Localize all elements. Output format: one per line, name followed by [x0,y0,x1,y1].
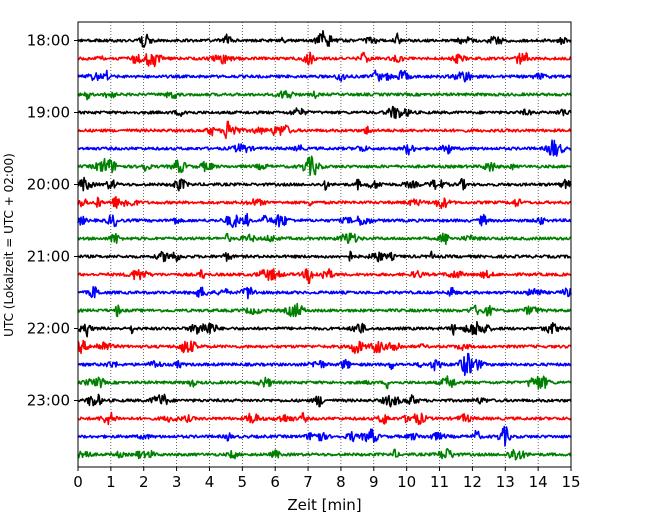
x-tick-label: 13 [496,473,515,491]
x-axis-ticks: 0 1 2 3 4 5 6 7 8 9 10 11 12 13 14 15 [73,467,581,491]
y-tick-label: 20:00 [27,176,70,194]
trace-line [77,232,572,246]
trace-line [77,411,572,426]
x-tick-label: 0 [73,473,83,491]
trace-line [77,339,572,355]
x-tick-label: 5 [238,473,248,491]
trace-line [77,352,572,377]
y-tick-label: 19:00 [27,104,70,122]
x-tick-label: 6 [270,473,280,491]
x-tick-label: 2 [139,473,149,491]
trace-line [77,393,572,408]
trace-line [77,69,572,83]
trace-line [77,268,572,285]
trace-line [77,447,572,461]
x-axis-label: Zeit [min] [287,496,361,514]
trace-line [77,250,572,263]
trace-line [77,90,572,101]
x-tick-label: 8 [336,473,346,491]
x-tick-label: 14 [529,473,548,491]
y-tick-label: 23:00 [27,392,70,410]
x-tick-label: 11 [430,473,449,491]
x-tick-label: 3 [172,473,182,491]
x-tick-label: 7 [303,473,313,491]
trace-line [77,285,572,300]
trace-line [77,375,572,390]
x-tick-label: 9 [369,473,379,491]
trace-line [77,176,572,192]
trace-line [77,321,572,338]
trace-line [77,120,572,140]
y-axis-ticks: 18:00 19:00 20:00 21:00 22:00 23:00 [27,32,78,410]
x-tick-label: 12 [463,473,482,491]
x-tick-label: 15 [561,473,580,491]
y-tick-label: 18:00 [27,32,70,50]
traces [77,29,572,461]
trace-line [77,105,572,120]
plot-frame [77,21,572,468]
x-tick-label: 10 [397,473,416,491]
trace-line [77,29,572,48]
plot-background [78,22,571,467]
trace-line [77,155,572,176]
x-tick-label: 4 [205,473,215,491]
trace-line [77,195,572,210]
y-tick-label: 22:00 [27,320,70,338]
trace-line [77,51,572,68]
trace-line [77,212,572,229]
trace-line [77,425,572,447]
trace-line [77,302,572,318]
y-tick-label: 21:00 [27,248,70,266]
y-axis-label: UTC (Lokalzeit = UTC + 02:00) [2,153,16,337]
grid [110,22,539,467]
trace-line [77,139,572,157]
x-tick-label: 1 [106,473,116,491]
